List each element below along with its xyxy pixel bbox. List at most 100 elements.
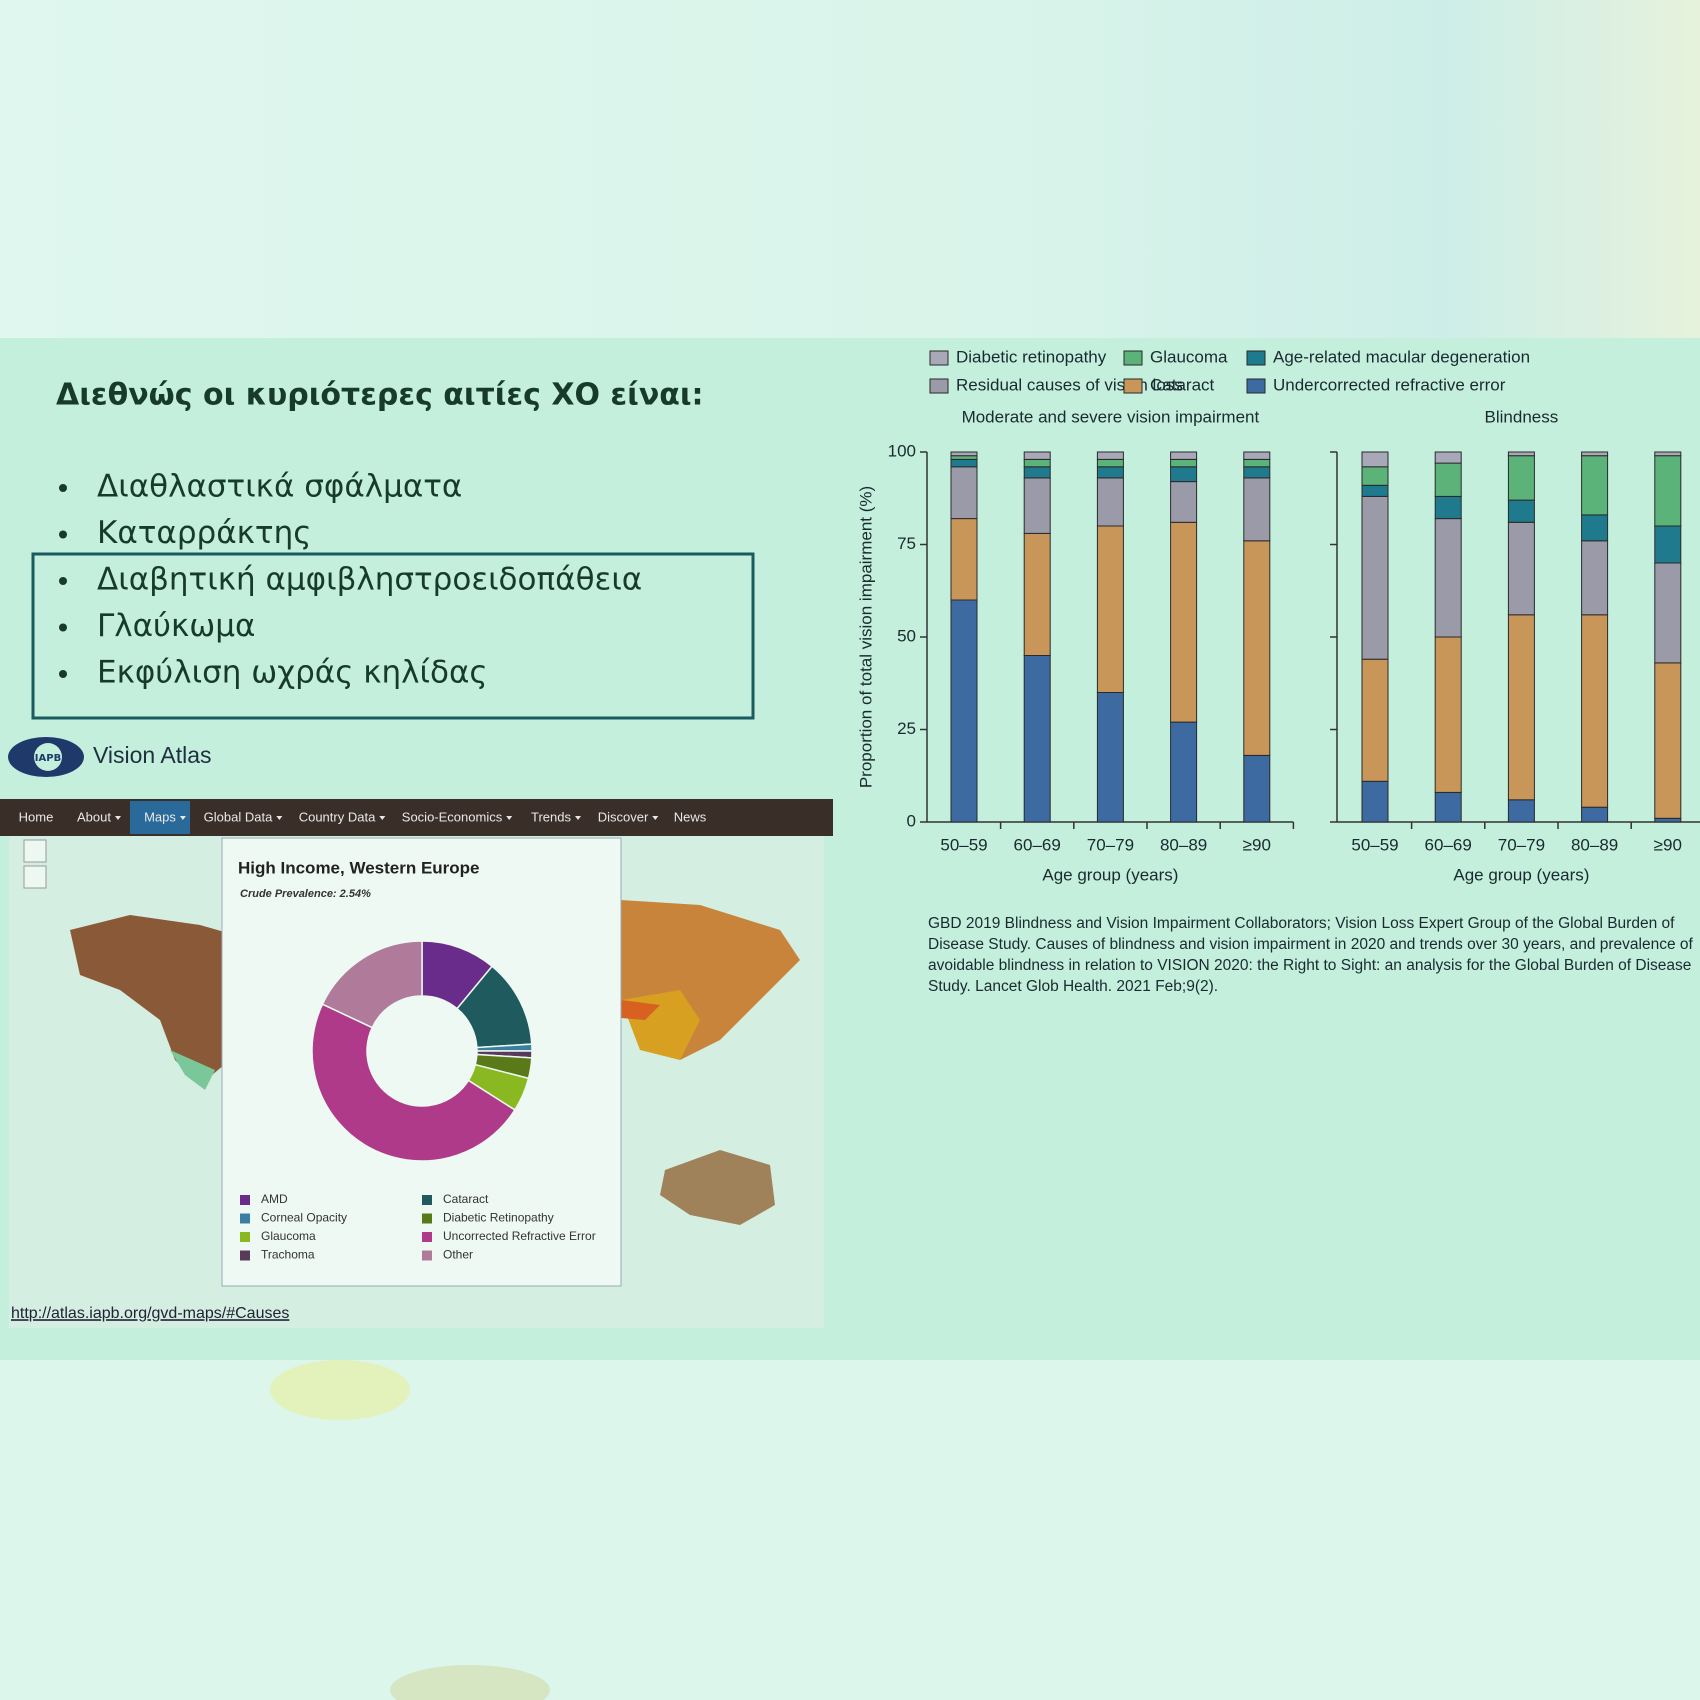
bar-segment	[1243, 477, 1271, 542]
bar-segment	[1023, 451, 1051, 460]
donut-legend-label: Uncorrected Refractive Error	[443, 1229, 596, 1243]
donut-legend-swatch	[422, 1213, 432, 1224]
fullscreen[interactable]	[23, 865, 47, 889]
bar-segment	[950, 518, 978, 601]
zoom-out[interactable]	[23, 839, 47, 863]
nav-caret	[114, 816, 121, 820]
bar-segment	[1170, 481, 1198, 523]
nav-item[interactable]: Maps	[144, 809, 176, 824]
legend-label: Cataract	[1150, 375, 1215, 394]
nav-caret	[179, 816, 186, 820]
bar-segment	[1654, 662, 1682, 819]
bar-segment	[1507, 521, 1535, 616]
bar-segment	[1581, 514, 1609, 542]
y-axis-label: Proportion of total vision impairment (%…	[856, 486, 875, 788]
legend-label: Residual causes of vision loss	[956, 375, 1183, 394]
slide-title: Διεθνώς οι κυριότερες αιτίες ΧΟ είναι:	[56, 378, 704, 413]
legend-label: Diabetic retinopathy	[956, 347, 1107, 366]
bar-segment	[1581, 806, 1609, 823]
x-axis-label: Age group (years)	[1042, 865, 1178, 884]
bottom-background	[0, 1360, 1700, 1700]
bullet-dot	[59, 577, 67, 585]
bar-segment	[1023, 477, 1051, 534]
nav: Home About Maps Global Data Country Data Soci…	[19, 801, 707, 834]
donut-legend-label: Glaucoma	[261, 1229, 316, 1243]
bullet-list: Διαθλαστικά σφάλματα Καταρράκτης Διαβητική…	[59, 469, 642, 691]
bar-segment	[1243, 451, 1271, 460]
bar-segment	[1581, 451, 1609, 457]
donut-slice	[311, 1003, 516, 1162]
bar-segment	[1654, 451, 1682, 457]
nav-item[interactable]: About	[77, 809, 111, 824]
legend-swatch	[1123, 378, 1143, 394]
chart-subtitle: Moderate and severe vision impairment	[962, 407, 1260, 426]
x-tick-label: 70–79	[1087, 835, 1134, 854]
nav-item[interactable]: Home	[19, 809, 54, 824]
donut-legend-label: Corneal Opacity	[261, 1211, 347, 1225]
bar-segment	[1243, 458, 1271, 468]
bar-segment	[1654, 455, 1682, 527]
bullet-text: Καταρράκτης	[97, 515, 311, 551]
nav-active	[130, 801, 190, 834]
bar-segment	[1096, 477, 1124, 527]
top-background	[0, 0, 1700, 338]
donut-legend-swatch	[240, 1232, 250, 1242]
donut-slice	[321, 940, 423, 1029]
x-tick-label: 70–79	[1498, 835, 1545, 854]
donut-legend-swatch	[422, 1250, 432, 1261]
x-tick-label: 80–89	[1571, 835, 1618, 854]
bullet-text: Διαβητική αμφιβληστροειδοπάθεια	[97, 562, 642, 598]
legend-swatch	[929, 378, 949, 394]
north-america	[70, 915, 235, 1085]
x-tick-label: 60–69	[1425, 835, 1472, 854]
nav-item[interactable]: Country Data	[299, 809, 376, 824]
charts: 0 25 50 75 100 50–59 60–69 70–79 80–89 ≥90 Age gro…	[240, 347, 1700, 1262]
popup	[221, 837, 622, 1287]
y-tick-label: 100	[888, 441, 916, 460]
legend-label: Undercorrected refractive error	[1273, 375, 1506, 394]
x-tick-label: ≥90	[1243, 835, 1271, 854]
nav-item[interactable]: Global Data	[204, 809, 273, 824]
nav-item[interactable]: Trends	[531, 809, 571, 824]
bar-segment	[1654, 562, 1682, 664]
x-tick-label: 50–59	[940, 835, 987, 854]
nav-item[interactable]: Socio-Economics	[402, 809, 503, 824]
bar-segment	[1096, 466, 1124, 479]
donut-legend-label: Cataract	[443, 1192, 489, 1206]
logo-text: IAPB	[35, 753, 61, 764]
bar-segment	[1096, 451, 1124, 460]
legend-swatch	[1246, 378, 1266, 394]
bar-segment	[1361, 451, 1389, 468]
bar-segment	[1170, 521, 1198, 723]
bar-segment	[950, 451, 978, 457]
citation-box: GBD 2019 Blindness and Vision Impairment…	[928, 915, 1693, 995]
bar-segment	[1434, 791, 1462, 823]
bar-segment	[1096, 458, 1124, 468]
legend-swatch	[929, 350, 949, 366]
donut-legend-label: Diabetic Retinopathy	[443, 1211, 554, 1225]
bar-segment	[1361, 658, 1389, 782]
logo-iris	[34, 743, 62, 771]
bar-segment	[1434, 495, 1462, 520]
bar-segment	[1654, 817, 1682, 823]
bar-segment	[1581, 540, 1609, 616]
url[interactable]: http://atlas.iapb.org/gvd-maps/#Causes	[11, 1305, 289, 1322]
popup-title: High Income, Western Europe	[238, 858, 480, 877]
donut-legend-label: Other	[443, 1248, 473, 1262]
bar-segment	[1096, 692, 1124, 823]
nav-item[interactable]: Discover	[598, 809, 649, 824]
nav-caret	[506, 816, 513, 820]
bullet-text: Διαθλαστικά σφάλματα	[97, 469, 462, 505]
bar-segment	[1581, 455, 1609, 516]
x-tick-label: 50–59	[1351, 835, 1398, 854]
bar-segment	[1507, 455, 1535, 501]
bullet-text: Εκφύλιση ωχράς κηλίδας	[97, 655, 488, 691]
nav-caret	[379, 816, 386, 820]
nav-item[interactable]: News	[674, 809, 707, 824]
bar-segment	[1507, 614, 1535, 801]
bar-segment	[1243, 754, 1271, 823]
donut-legend-label: Trachoma	[261, 1248, 315, 1262]
bar-segment	[1023, 458, 1051, 468]
bar-segment	[1507, 451, 1535, 457]
bar-segment	[1434, 451, 1462, 464]
